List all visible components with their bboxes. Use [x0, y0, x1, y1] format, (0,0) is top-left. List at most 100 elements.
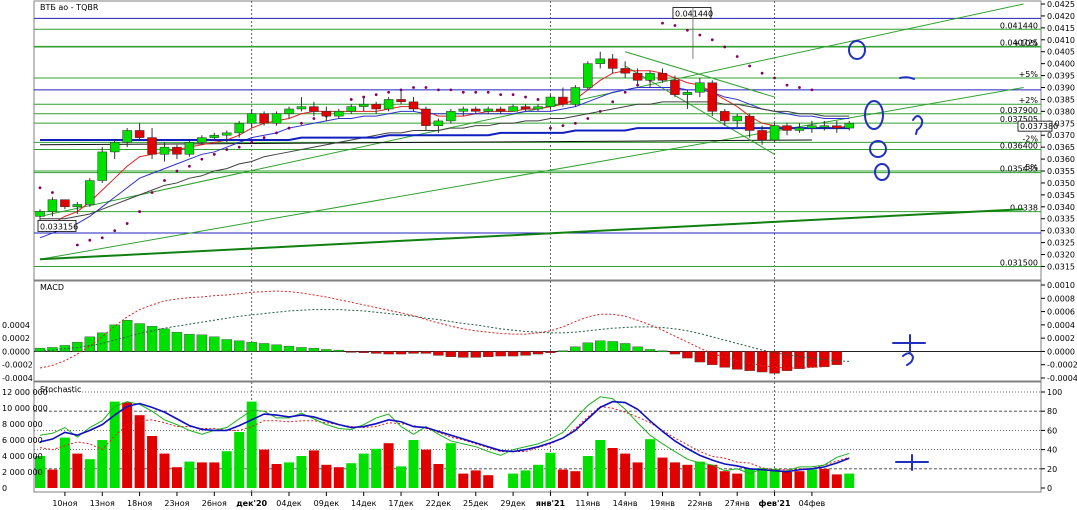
- volume-tick-label: 2 000 000: [2, 468, 43, 477]
- macd-histogram-bar: [632, 346, 643, 352]
- x-tick-label: 14янв: [613, 499, 638, 508]
- volume-bar: [470, 470, 481, 488]
- macd-histogram-bar: [159, 328, 170, 352]
- macd-histogram-bar: [420, 351, 432, 354]
- macd-histogram-bar: [258, 343, 270, 352]
- macd-histogram-bar: [831, 351, 842, 365]
- volume-bar: [844, 473, 855, 488]
- candle-body: [832, 125, 842, 129]
- macd-histogram-bar: [358, 351, 369, 353]
- macd-tick-label-right: 0.0002: [1047, 334, 1075, 343]
- price-tick-label: 0.0340: [1047, 203, 1075, 212]
- volume-bar: [259, 449, 270, 488]
- price-tick-label: 0.0370: [1047, 131, 1075, 140]
- price-level-label: 0.037505: [1000, 115, 1038, 124]
- candle-body: [222, 132, 232, 136]
- stochastic-tick-label: 0: [1047, 484, 1052, 493]
- candle-body: [782, 125, 792, 131]
- sar-dot: [262, 136, 266, 140]
- volume-tick-label: 6 000 000: [2, 436, 43, 445]
- candle-body: [570, 87, 581, 105]
- volume-bar: [570, 471, 581, 488]
- candle-body: [383, 99, 394, 110]
- macd-histogram-bar: [109, 324, 120, 352]
- sar-dot: [287, 126, 291, 130]
- macd-histogram-bar: [134, 323, 145, 352]
- macd-tick-label-left: -0.0002: [2, 361, 33, 370]
- price-tick-label: 0.0400: [1047, 60, 1075, 69]
- x-tick-label: 18ноя: [127, 499, 152, 508]
- candle-body: [446, 111, 456, 122]
- candle-body: [632, 72, 643, 81]
- price-level-label: -2%: [1022, 134, 1038, 143]
- candle-body: [371, 103, 381, 110]
- macd-histogram-bar: [657, 350, 668, 352]
- price-tick-label: 0.0415: [1047, 24, 1075, 33]
- volume-bar: [595, 440, 606, 488]
- sar-dot: [138, 210, 142, 213]
- candle-body: [35, 211, 45, 217]
- volume-bar: [271, 464, 282, 488]
- macd-signal-line: [39, 309, 850, 362]
- sar-dot: [524, 95, 527, 99]
- volume-bar: [819, 468, 830, 488]
- macd-histogram-bar: [84, 336, 96, 352]
- macd-histogram-bar: [532, 351, 544, 355]
- candle-body: [732, 115, 742, 122]
- x-tick-label: 11янв: [575, 499, 600, 508]
- macd-tick-label-right: 0.0000: [1047, 347, 1075, 356]
- macd-tick-label-left: 0.0000: [2, 347, 30, 356]
- sar-dot: [486, 90, 490, 94]
- price-tick-label: 0.0420: [1047, 12, 1075, 21]
- price-tick-label: 0.0355: [1047, 167, 1075, 176]
- candle-body: [558, 96, 568, 105]
- sar-dot: [449, 88, 453, 92]
- candle-body: [159, 146, 170, 155]
- price-level-label: +2%: [1019, 96, 1039, 105]
- macd-histogram-bar: [221, 339, 232, 352]
- macd-tick-label-right: 0.0006: [1047, 308, 1075, 317]
- current-price-box: [1017, 120, 1053, 132]
- volume-bar: [520, 470, 531, 488]
- candle-body: [246, 113, 257, 124]
- candle-body: [209, 134, 220, 138]
- volume-bar: [508, 473, 519, 488]
- sar-dot: [798, 86, 801, 89]
- volume-bar: [333, 467, 344, 488]
- candle-body: [296, 106, 307, 110]
- volume-bar: [682, 464, 693, 488]
- candle-body: [309, 106, 319, 112]
- macd-histogram-bar: [445, 351, 457, 357]
- price-callout-box: [672, 7, 712, 19]
- macd-histogram-bar: [694, 351, 706, 363]
- volume-bar: [707, 464, 718, 488]
- candle-body: [819, 125, 830, 128]
- candle-body: [520, 106, 531, 110]
- macd-histogram-bar: [283, 345, 295, 352]
- candle-body: [358, 103, 369, 107]
- macd-histogram-bar: [296, 347, 307, 352]
- trend-line: [625, 51, 775, 98]
- price-tick-label: 0.0330: [1047, 227, 1075, 236]
- sar-dot: [312, 117, 316, 120]
- macd-histogram-bar: [346, 351, 357, 353]
- price-tick-label: 0.0380: [1047, 107, 1075, 116]
- candle-body: [844, 123, 854, 129]
- volume-tick-label: 0: [2, 484, 7, 493]
- candle-body: [657, 72, 668, 81]
- candle-body: [234, 123, 244, 134]
- volume-bar: [483, 475, 494, 488]
- x-tick-label: 10ноя: [52, 499, 77, 508]
- price-tick-label: 0.0360: [1047, 155, 1075, 164]
- sar-dot: [51, 191, 54, 194]
- macd-histogram-bar: [495, 351, 506, 357]
- macd-histogram-bar: [545, 351, 556, 353]
- candle-body: [757, 130, 767, 141]
- sar-dot: [113, 229, 117, 233]
- macd-histogram-bar: [171, 331, 183, 352]
- macd-histogram-bar: [433, 351, 444, 356]
- price-tick-label: 0.0405: [1047, 48, 1075, 57]
- sar-dot: [785, 83, 789, 87]
- macd-histogram-bar: [644, 349, 656, 352]
- macd-tick-label-left: 0.0002: [2, 334, 30, 343]
